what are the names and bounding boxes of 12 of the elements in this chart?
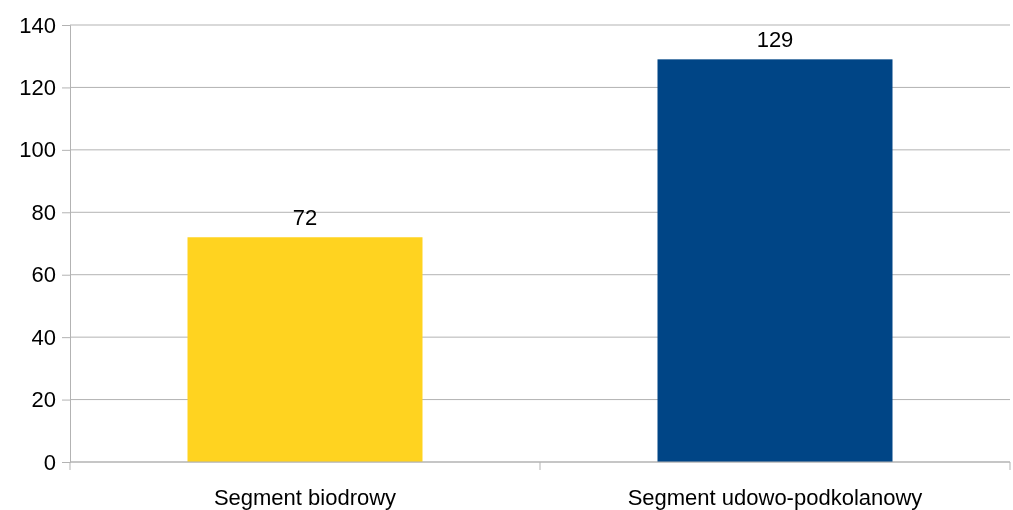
- data-label: 129: [756, 27, 794, 53]
- y-tick-label: 80: [31, 199, 56, 225]
- x-tick-label: Segment biodrowy: [213, 485, 397, 510]
- y-tick-label: 60: [31, 262, 56, 288]
- y-tick-label: 40: [31, 324, 56, 350]
- x-tick-label: Segment udowo-podkolanowy: [627, 485, 923, 510]
- y-tick-label: 100: [19, 137, 56, 163]
- y-tick-label: 20: [31, 387, 56, 413]
- data-label: 72: [292, 205, 318, 231]
- y-tick-label: 140: [19, 12, 56, 38]
- y-tick-label: 0: [43, 449, 56, 475]
- y-tick-label: 120: [19, 74, 56, 100]
